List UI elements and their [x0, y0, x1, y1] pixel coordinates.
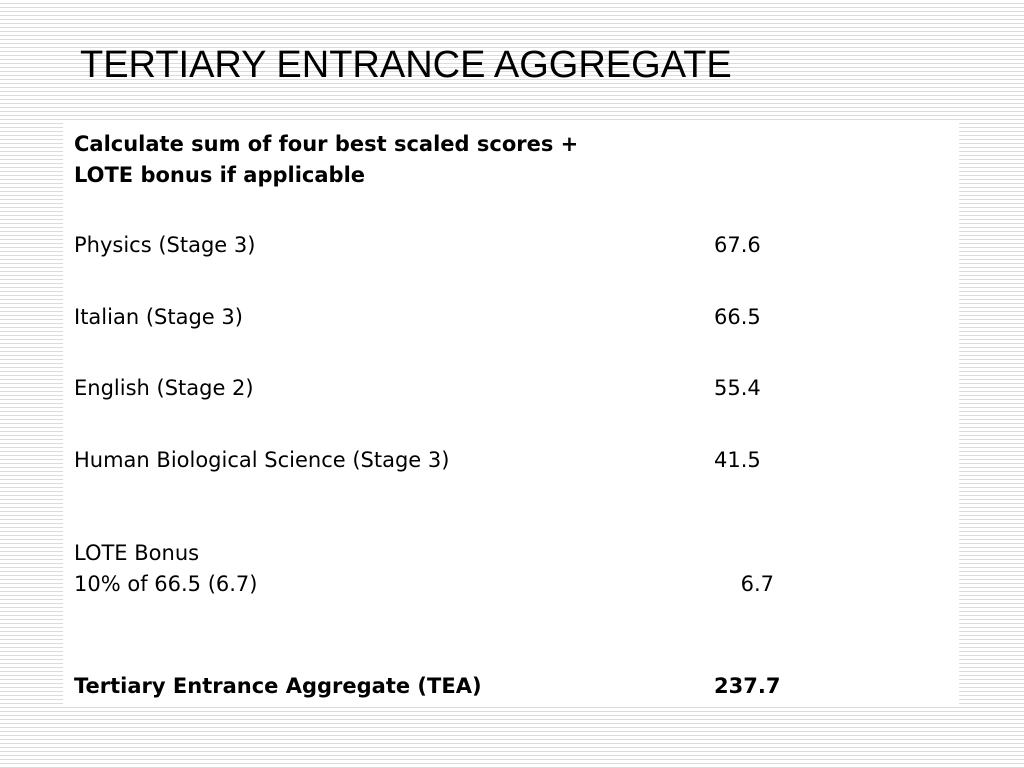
instruction-heading-line-1: Calculate sum of four best scaled scores… — [74, 132, 579, 156]
subject-score: 67.6 — [714, 233, 761, 257]
lote-bonus-title: LOTE Bonus — [74, 541, 200, 565]
instruction-heading: Calculate sum of four best scaled scores… — [74, 129, 714, 191]
instruction-heading-line-2: LOTE bonus if applicable — [74, 163, 366, 187]
lote-bonus-detail: 10% of 66.5 (6.7) — [74, 572, 258, 596]
subject-label: English (Stage 2) — [74, 376, 254, 400]
total-label: Tertiary Entrance Aggregate (TEA) — [74, 674, 482, 698]
subject-score: 41.5 — [714, 448, 761, 472]
slide-title: TERTIARY ENTRANCE AGGREGATE — [80, 44, 732, 86]
total-score: 237.7 — [714, 674, 781, 698]
content-panel: Calculate sum of four best scaled scores… — [63, 123, 959, 705]
subject-label: Physics (Stage 3) — [74, 233, 256, 257]
subject-label: Human Biological Science (Stage 3) — [74, 448, 450, 472]
lote-bonus-score: 6.7 — [740, 572, 774, 596]
subject-score: 66.5 — [714, 305, 761, 329]
subject-score: 55.4 — [714, 376, 761, 400]
subject-label: Italian (Stage 3) — [74, 305, 243, 329]
